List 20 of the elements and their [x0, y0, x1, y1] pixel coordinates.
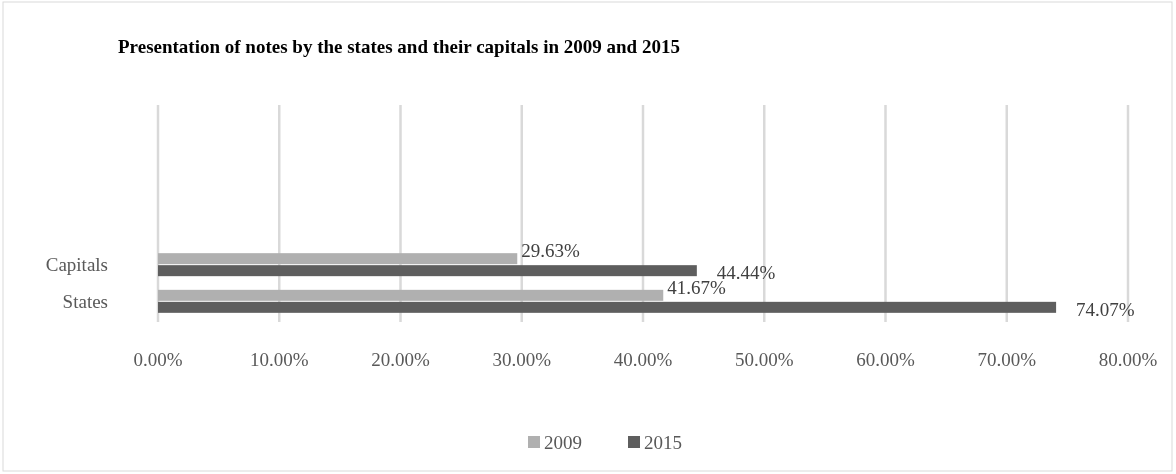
x-tick-label: 0.00%	[133, 349, 183, 370]
x-tick-label: 40.00%	[613, 349, 673, 370]
bar	[158, 265, 697, 277]
y-tick-label: States	[62, 290, 108, 312]
chart-title: Presentation of notes by the states and their capitals in 2009 and 2015	[118, 36, 680, 57]
y-tick-label: Capitals	[45, 254, 108, 276]
data-label: 29.63%	[521, 240, 581, 262]
x-tick-label: 60.00%	[856, 349, 915, 370]
bar	[158, 301, 1057, 313]
legend-label: 2015	[644, 432, 682, 453]
data-label: 74.07%	[1076, 298, 1135, 320]
x-tick-label: 50.00%	[734, 349, 794, 370]
bar	[158, 253, 518, 265]
x-tick-label: 30.00%	[492, 349, 552, 370]
x-tick-label: 70.00%	[977, 349, 1037, 370]
bar	[158, 289, 664, 301]
legend-label: 2009	[544, 432, 582, 453]
x-tick-label: 10.00%	[249, 349, 309, 370]
x-tick-label: 80.00%	[1098, 349, 1158, 370]
x-tick-label: 20.00%	[371, 349, 430, 370]
